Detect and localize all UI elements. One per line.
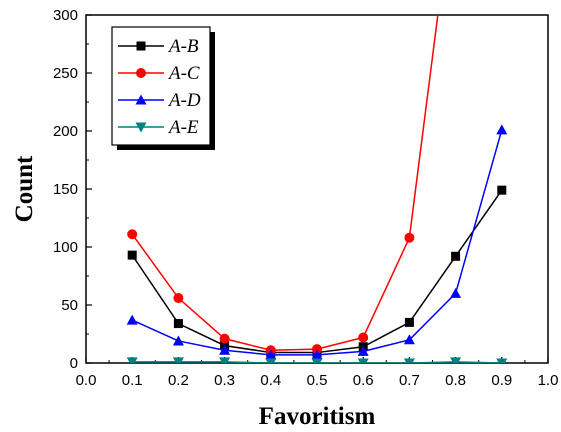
- data-point-a-b: [127, 250, 137, 260]
- data-point-a-d: [265, 349, 277, 360]
- x-axis-title: Favoritism: [259, 403, 376, 430]
- data-point-a-d: [496, 124, 508, 135]
- data-point-a-c: [312, 344, 322, 355]
- data-point-a-e: [126, 357, 138, 363]
- y-tick-label: 200: [53, 123, 78, 140]
- legend: A-B A-C A-D A-E: [111, 26, 215, 150]
- x-tick-label: 0.3: [214, 372, 235, 389]
- y-tick-label: 150: [53, 181, 78, 198]
- x-tick-label: 0.1: [122, 372, 143, 389]
- data-point-a-d: [172, 335, 184, 346]
- data-point-a-d: [357, 345, 369, 356]
- x-tick-label: 0.2: [168, 372, 189, 389]
- legend-label-a-b: A-B: [167, 36, 199, 57]
- data-point-a-d: [126, 314, 138, 325]
- x-tick-label: 0.8: [445, 372, 466, 389]
- data-point-a-c: [358, 332, 369, 343]
- series-line-a-b: [131, 189, 503, 354]
- data-point-a-e: [403, 358, 415, 363]
- legend-label-a-d: A-D: [167, 90, 201, 111]
- x-tick-label: 0.9: [491, 372, 512, 389]
- y-tick-label: 100: [53, 239, 78, 256]
- data-point-a-d: [311, 349, 323, 360]
- legend-marker-a-c: [136, 68, 146, 78]
- x-tick-label: 0.7: [399, 372, 420, 389]
- data-point-a-c: [127, 229, 138, 240]
- legend-label-a-c: A-C: [167, 63, 200, 84]
- data-point-a-d: [403, 334, 415, 345]
- x-tick-label: 0.6: [353, 372, 374, 389]
- x-tick-label: 0.0: [76, 372, 97, 389]
- data-point-a-b: [497, 185, 507, 195]
- x-tick-label: 1.0: [538, 372, 559, 389]
- y-tick-label: 50: [61, 297, 78, 314]
- data-point-a-c: [173, 293, 184, 304]
- data-point-a-e: [311, 358, 323, 363]
- y-axis: 0 50 100 150 200 250 300: [53, 7, 92, 372]
- y-tick-label: 0: [70, 355, 78, 372]
- legend-marker-a-e: [135, 122, 147, 133]
- data-point-a-b: [404, 317, 414, 327]
- series-line-a-d: [131, 129, 503, 356]
- y-axis-title: Count: [11, 155, 38, 222]
- y-tick-label: 250: [53, 65, 78, 82]
- data-point-a-e: [219, 357, 231, 363]
- data-point-a-b: [451, 251, 461, 261]
- data-point-a-e: [172, 357, 184, 363]
- data-point-a-d: [450, 287, 462, 298]
- data-point-a-b: [173, 319, 183, 329]
- data-point-a-c: [404, 232, 415, 243]
- data-point-a-e: [357, 358, 369, 363]
- data-point-a-c: [219, 333, 230, 344]
- series-layer: [126, 15, 508, 363]
- legend-marker-a-d: [135, 94, 147, 105]
- data-point-a-d: [219, 344, 231, 355]
- y-tick-label: 300: [53, 7, 78, 24]
- x-tick-label: 0.4: [260, 372, 281, 389]
- data-point-a-e: [265, 358, 277, 363]
- data-point-a-e: [496, 358, 508, 363]
- legend-label-a-e: A-E: [167, 117, 199, 138]
- legend-marker-a-b: [136, 41, 146, 51]
- series-line-a-e: [132, 361, 502, 363]
- data-point-a-e: [450, 357, 462, 363]
- x-tick-label: 0.5: [307, 372, 328, 389]
- series-line-a-c: [131, 15, 439, 351]
